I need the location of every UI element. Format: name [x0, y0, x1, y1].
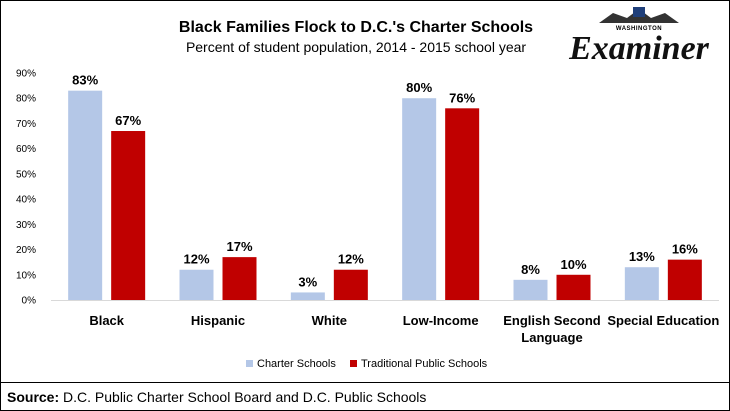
y-tick-label: 40% [16, 195, 36, 206]
x-category-label: Language [521, 330, 582, 345]
y-tick-label: 20% [16, 245, 36, 256]
shield-icon [633, 7, 645, 17]
x-category-label: Low-Income [403, 313, 479, 328]
bar [179, 269, 214, 300]
source-note: Source: D.C. Public Charter School Board… [1, 382, 729, 410]
x-category-label: White [312, 313, 347, 328]
bar [222, 257, 257, 300]
bar [290, 292, 325, 300]
data-label: 76% [449, 90, 475, 105]
bar [333, 269, 368, 300]
y-tick-label: 90% [16, 69, 36, 80]
y-tick-label: 80% [16, 94, 36, 105]
legend: Charter Schools Traditional Public School… [246, 358, 488, 370]
bar [667, 259, 702, 300]
logo-small-text: WASHINGTON [616, 26, 662, 32]
x-category-label: English Second [503, 313, 601, 328]
examiner-logo: WASHINGTON Examiner [568, 7, 710, 67]
data-labels: 83% 67% 12% 17% 3% 12% 80% 76% 8% 10% 13% 16% [72, 73, 698, 290]
x-category-label: Hispanic [191, 313, 245, 328]
y-axis: 0% 10% 20% 30% 40% 50% 60% 70% 80% 90% [16, 69, 36, 307]
bars [68, 90, 702, 301]
legend-swatch [246, 360, 253, 367]
source-label: Source: [7, 389, 60, 405]
data-label: 3% [298, 274, 317, 289]
bar [556, 274, 591, 300]
bar [68, 90, 103, 301]
data-label: 80% [406, 80, 432, 95]
x-category-label: Black [89, 313, 124, 328]
legend-label: Traditional Public Schools [361, 358, 488, 370]
data-label: 12% [338, 252, 364, 267]
data-label: 67% [115, 113, 141, 128]
x-axis: Black Hispanic White Low-Income English Seco… [89, 313, 719, 345]
data-label: 83% [72, 73, 98, 88]
bar [111, 131, 146, 300]
y-tick-label: 60% [16, 144, 36, 155]
data-label: 12% [183, 252, 209, 267]
y-tick-label: 70% [16, 119, 36, 130]
source-text: D.C. Public Charter School Board and D.C… [63, 389, 427, 405]
data-label: 17% [226, 239, 252, 254]
legend-swatch [350, 360, 357, 367]
bar [402, 98, 437, 300]
data-label: 16% [672, 242, 698, 257]
bar [445, 108, 480, 300]
y-tick-label: 0% [22, 296, 37, 307]
y-tick-label: 50% [16, 169, 36, 180]
y-tick-label: 10% [16, 270, 36, 281]
chart: Black Families Flock to D.C.'s Charter S… [16, 7, 719, 370]
logo-big-text: Examiner [568, 30, 710, 67]
data-label: 10% [560, 257, 586, 272]
bar [624, 267, 659, 300]
data-label: 13% [629, 249, 655, 264]
legend-label: Charter Schools [257, 358, 336, 370]
data-label: 8% [521, 262, 540, 277]
x-category-label: Special Education [607, 313, 719, 328]
bar [513, 279, 548, 300]
chart-subtitle: Percent of student population, 2014 - 20… [186, 39, 526, 55]
y-tick-label: 30% [16, 220, 36, 231]
chart-title: Black Families Flock to D.C.'s Charter S… [179, 19, 533, 36]
